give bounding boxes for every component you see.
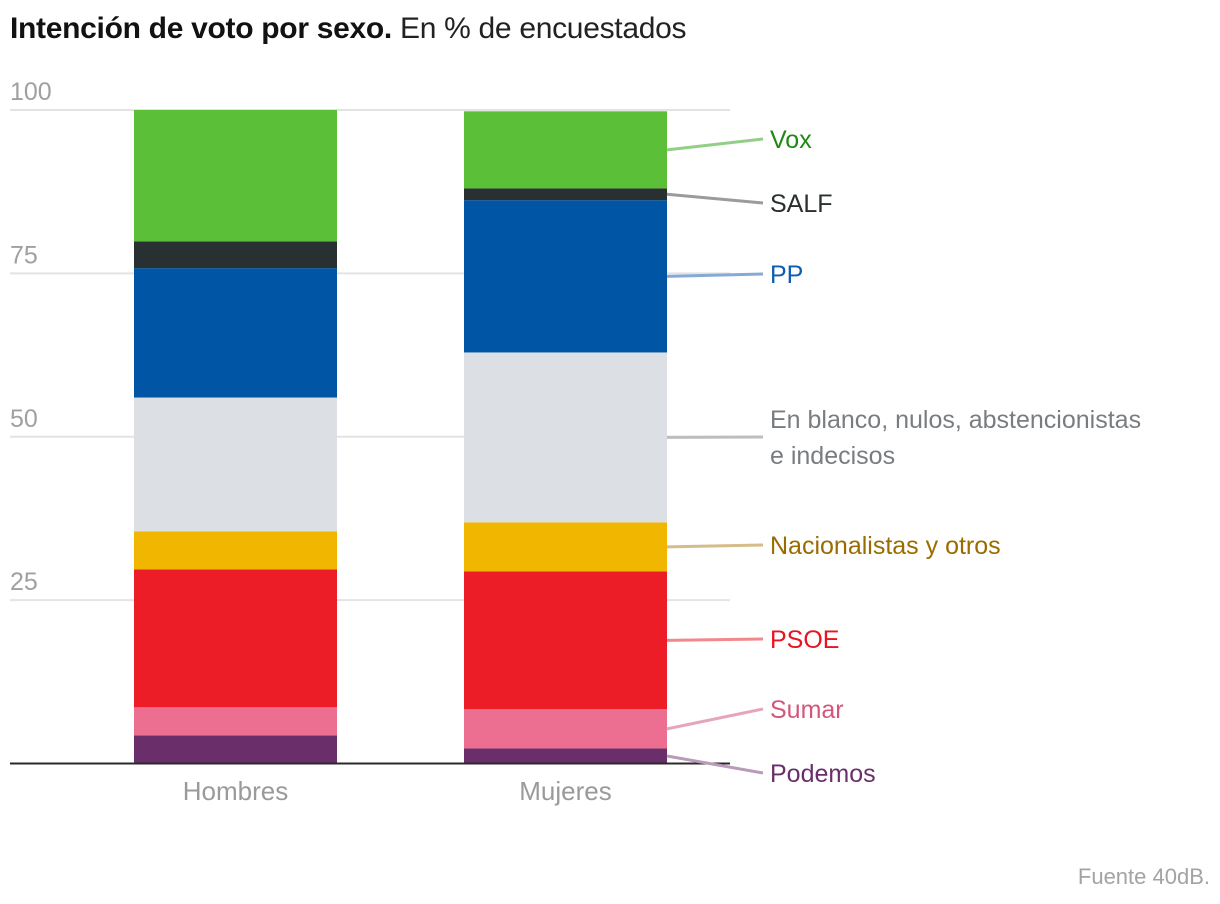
- x-tick-label: Mujeres: [519, 776, 611, 806]
- bar-segment-mujeres-psoe: [464, 571, 667, 710]
- leader-line-sumar: [666, 707, 764, 731]
- bar-segment-hombres-nacionalistas: [134, 531, 337, 570]
- bar-segment-hombres-pp: [134, 268, 337, 398]
- y-tick-label: 100: [10, 78, 52, 106]
- source-note: Fuente 40dB.: [1077, 864, 1210, 889]
- y-tick-label: 25: [10, 568, 38, 596]
- bar-segment-mujeres-pp: [464, 200, 667, 353]
- x-tick-label: Hombres: [183, 776, 288, 806]
- leader-line-psoe: [666, 637, 764, 642]
- leader-line-nacionalistas: [666, 543, 764, 549]
- bar-segment-hombres-salf: [134, 241, 337, 269]
- y-tick-label: 50: [10, 405, 38, 433]
- legend-label-en: En blanco, nulos, abstencionistas e indec…: [770, 406, 1141, 470]
- legend-label-nacionalistas: Nacionalistas y otros: [770, 532, 1001, 560]
- bar-segment-mujeres-nacionalistas: [464, 522, 667, 572]
- leader-line-podemos: [666, 754, 764, 775]
- bars: [134, 110, 667, 764]
- chart-title-bold: Intención de voto por sexo.: [10, 12, 392, 45]
- bar-segment-mujeres-podemos: [464, 748, 667, 764]
- legend-label-podemos: Podemos: [770, 760, 876, 788]
- bar-segment-mujeres-salf: [464, 188, 667, 201]
- bar-segment-hombres-vox: [134, 110, 337, 242]
- legend-label-salf: SALF: [770, 190, 833, 218]
- bar-segment-mujeres-en: [464, 352, 667, 523]
- legend-label-pp: PP: [770, 261, 803, 289]
- leader-line-salf: [666, 192, 764, 205]
- bar-segment-hombres-podemos: [134, 735, 337, 764]
- leader-line-vox: [666, 137, 764, 152]
- legend: Podemos Sumar PSOE Nacionalistas y otros En …: [666, 126, 1141, 788]
- bar-segment-hombres-psoe: [134, 569, 337, 708]
- leader-line-pp: [666, 272, 764, 278]
- bar-segment-mujeres-sumar: [464, 709, 667, 749]
- legend-label-psoe: PSOE: [770, 626, 839, 654]
- bar-segment-hombres-sumar: [134, 707, 337, 736]
- bar-segment-mujeres-vox: [464, 111, 667, 189]
- legend-label-vox: Vox: [770, 126, 812, 154]
- x-axis: Hombres Mujeres: [10, 762, 730, 806]
- legend-label-sumar: Sumar: [770, 696, 844, 724]
- bar-segment-hombres-en: [134, 397, 337, 532]
- y-tick-label: 75: [10, 241, 38, 269]
- chart-title: Intención de voto por sexo. En % de encu…: [10, 12, 686, 46]
- chart-subtitle: En % de encuestados: [400, 12, 687, 45]
